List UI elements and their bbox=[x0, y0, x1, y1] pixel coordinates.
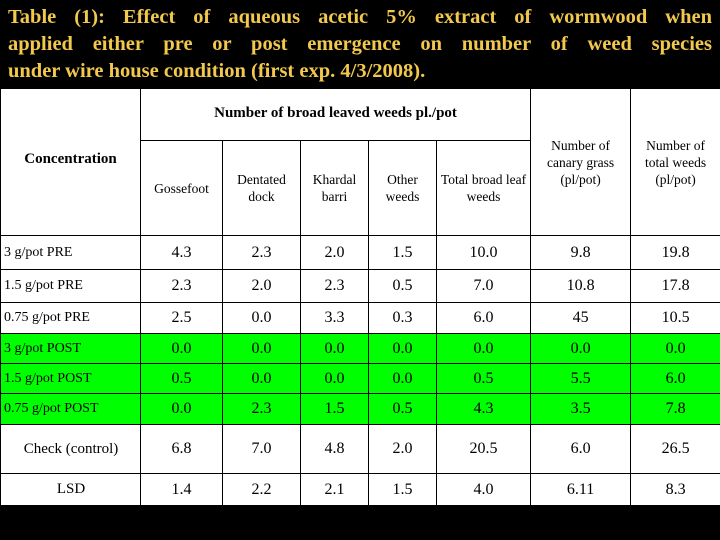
title-line: applied either pre or post emergence on … bbox=[8, 33, 712, 55]
table-cell: 10.8 bbox=[530, 269, 632, 303]
header-cell: Number of total weeds (pl/pot) bbox=[630, 88, 720, 236]
table-cell: 1.4 bbox=[140, 473, 223, 506]
table-cell: 5.5 bbox=[530, 363, 632, 394]
table-cell: 1.5 bbox=[368, 235, 437, 270]
header-cell: Concentration bbox=[0, 88, 141, 236]
table-cell: 4.8 bbox=[300, 424, 369, 474]
table-cell: 2.0 bbox=[300, 235, 369, 270]
table-cell: 2.3 bbox=[222, 393, 301, 425]
title: Table (1): Effect of aqueous acetic 5% e… bbox=[8, 4, 712, 85]
header-row: Concentration Number of broad leaved weed… bbox=[0, 88, 720, 236]
table-cell: 8.3 bbox=[630, 473, 720, 506]
table-cell: 17.8 bbox=[630, 269, 720, 303]
table-cell: 45 bbox=[530, 302, 632, 334]
table-row: 3 g/pot PRE 4.3 2.3 2.0 1.5 10.0 9.8 19.8 bbox=[0, 235, 720, 270]
table-cell: 20.5 bbox=[435, 424, 532, 474]
table-cell: 0.3 bbox=[368, 302, 437, 334]
table-row: 0.75 g/pot POST 0.0 2.3 1.5 0.5 4.3 3.5 7.8 bbox=[0, 393, 720, 425]
table-cell: 2.5 bbox=[140, 302, 223, 334]
table-cell: 6.8 bbox=[140, 424, 223, 474]
table-cell: 26.5 bbox=[630, 424, 720, 474]
table-cell: 0.5 bbox=[140, 363, 223, 394]
table-cell: 7.0 bbox=[222, 424, 301, 474]
table-cell: 2.3 bbox=[222, 235, 301, 270]
table-cell: 3.3 bbox=[300, 302, 369, 334]
table-cell: LSD bbox=[0, 473, 141, 506]
table-cell: 4.3 bbox=[140, 235, 223, 270]
table-cell: 19.8 bbox=[630, 235, 720, 270]
table-cell: 0.0 bbox=[300, 363, 369, 394]
table-row: 1.5 g/pot POST 0.5 0.0 0.0 0.0 0.5 5.5 6.0 bbox=[0, 363, 720, 394]
table-cell: 0.5 bbox=[368, 269, 437, 303]
table-cell: 6.0 bbox=[530, 424, 632, 474]
table-cell: 2.3 bbox=[300, 269, 369, 303]
table-cell: 0.0 bbox=[530, 333, 632, 364]
table-cell: 1.5 g/pot PRE bbox=[0, 269, 141, 303]
table-row: 0.75 g/pot PRE 2.5 0.0 3.3 0.3 6.0 45 10.5 bbox=[0, 302, 720, 334]
header-cell: Number of broad leaved weeds pl./pot bbox=[139, 88, 532, 141]
table-cell: 0.0 bbox=[222, 333, 301, 364]
table-cell: 1.5 bbox=[368, 473, 437, 506]
table-cell: 6.0 bbox=[435, 302, 532, 334]
table-cell: 0.0 bbox=[140, 333, 223, 364]
table-cell: 0.0 bbox=[222, 302, 301, 334]
table-cell: Check (control) bbox=[0, 424, 141, 474]
table-cell: 2.0 bbox=[222, 269, 301, 303]
table-cell: 4.3 bbox=[435, 393, 532, 425]
table-cell: 0.0 bbox=[368, 363, 437, 394]
table-cell: 0.0 bbox=[140, 393, 223, 425]
table-cell: 9.8 bbox=[530, 235, 632, 270]
table-cell: 7.0 bbox=[435, 269, 532, 303]
header-row: Gossefoot Dentated dock Khardal barri Other… bbox=[1, 140, 720, 236]
header-cell: Other weeds bbox=[368, 140, 437, 236]
table-cell: 2.0 bbox=[368, 424, 437, 474]
table-cell: 0.0 bbox=[368, 333, 437, 364]
table-cell: 10.0 bbox=[435, 235, 532, 270]
table-cell: 0.0 bbox=[222, 363, 301, 394]
table-cell: 0.0 bbox=[300, 333, 369, 364]
header-cell: Total broad leaf weeds bbox=[435, 140, 532, 236]
header-cell: Gossefoot bbox=[140, 140, 223, 236]
table-cell: 0.5 bbox=[435, 363, 532, 394]
table-cell: 2.3 bbox=[140, 269, 223, 303]
table-row: 3 g/pot POST 0.0 0.0 0.0 0.0 0.0 0.0 0.0 bbox=[0, 333, 720, 364]
table-cell: 3 g/pot POST bbox=[0, 333, 141, 364]
table-cell: 0.5 bbox=[368, 393, 437, 425]
table-cell: 10.5 bbox=[630, 302, 720, 334]
header-cell: Khardal barri bbox=[300, 140, 369, 236]
table-cell: 1.5 g/pot POST bbox=[0, 363, 141, 394]
header-cell: Dentated dock bbox=[222, 140, 301, 236]
data-table: Concentration Number of broad leaved weed… bbox=[0, 88, 720, 506]
table-cell: 6.11 bbox=[530, 473, 632, 506]
table-row: 1.5 g/pot PRE 2.3 2.0 2.3 0.5 7.0 10.8 17.8 bbox=[0, 269, 720, 303]
header-cell: Number of canary grass (pl/pot) bbox=[530, 88, 632, 236]
table-cell: 0.75 g/pot PRE bbox=[0, 302, 141, 334]
table-cell: 4.0 bbox=[435, 473, 532, 506]
table-cell: 0.0 bbox=[630, 333, 720, 364]
table-cell: 7.8 bbox=[630, 393, 720, 425]
table-cell: 3.5 bbox=[530, 393, 632, 425]
table-cell: 0.0 bbox=[435, 333, 532, 364]
table-cell: 2.2 bbox=[222, 473, 301, 506]
table-row: LSD 1.4 2.2 2.1 1.5 4.0 6.11 8.3 bbox=[0, 473, 720, 506]
table-row: Check (control) 6.8 7.0 4.8 2.0 20.5 6.0 26.5 bbox=[0, 424, 720, 474]
table-cell: 1.5 bbox=[300, 393, 369, 425]
table-cell: 6.0 bbox=[630, 363, 720, 394]
table-cell: 2.1 bbox=[300, 473, 369, 506]
table-cell: 3 g/pot PRE bbox=[0, 235, 141, 270]
title-line: under wire house condition (first exp. 4… bbox=[8, 60, 426, 82]
title-line: Table (1): Effect of aqueous acetic 5% e… bbox=[8, 6, 712, 28]
table-cell: 0.75 g/pot POST bbox=[0, 393, 141, 425]
